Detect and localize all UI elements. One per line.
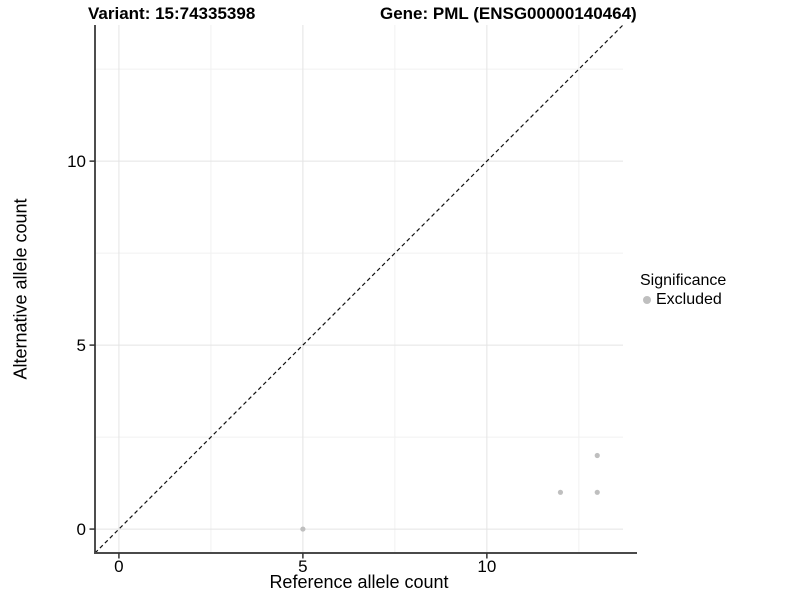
y-tick-label: 0 [77,520,86,539]
legend-item-excluded: Excluded [640,290,726,309]
x-tick-label: 10 [477,557,496,576]
identity-reference-line [94,24,624,554]
x-axis-title: Reference allele count [269,572,449,592]
y-axis-title: Alternative allele count [10,198,31,380]
data-point [300,526,306,532]
gene-title: Gene: PML (ENSG00000140464) [380,4,637,23]
y-tick-label: 10 [67,152,86,171]
variant-title: Variant: 15:74335398 [88,4,256,23]
x-tick-label: 5 [298,557,307,576]
data-point [594,489,600,495]
legend-item-label: Excluded [656,291,722,308]
x-tick-label: 0 [114,557,123,576]
y-tick-label: 5 [77,336,86,355]
excluded-marker-icon [643,295,651,304]
legend: Significance Excluded [640,271,726,309]
data-point [557,489,564,495]
legend-title: Significance [640,272,727,289]
data-point [594,452,600,459]
